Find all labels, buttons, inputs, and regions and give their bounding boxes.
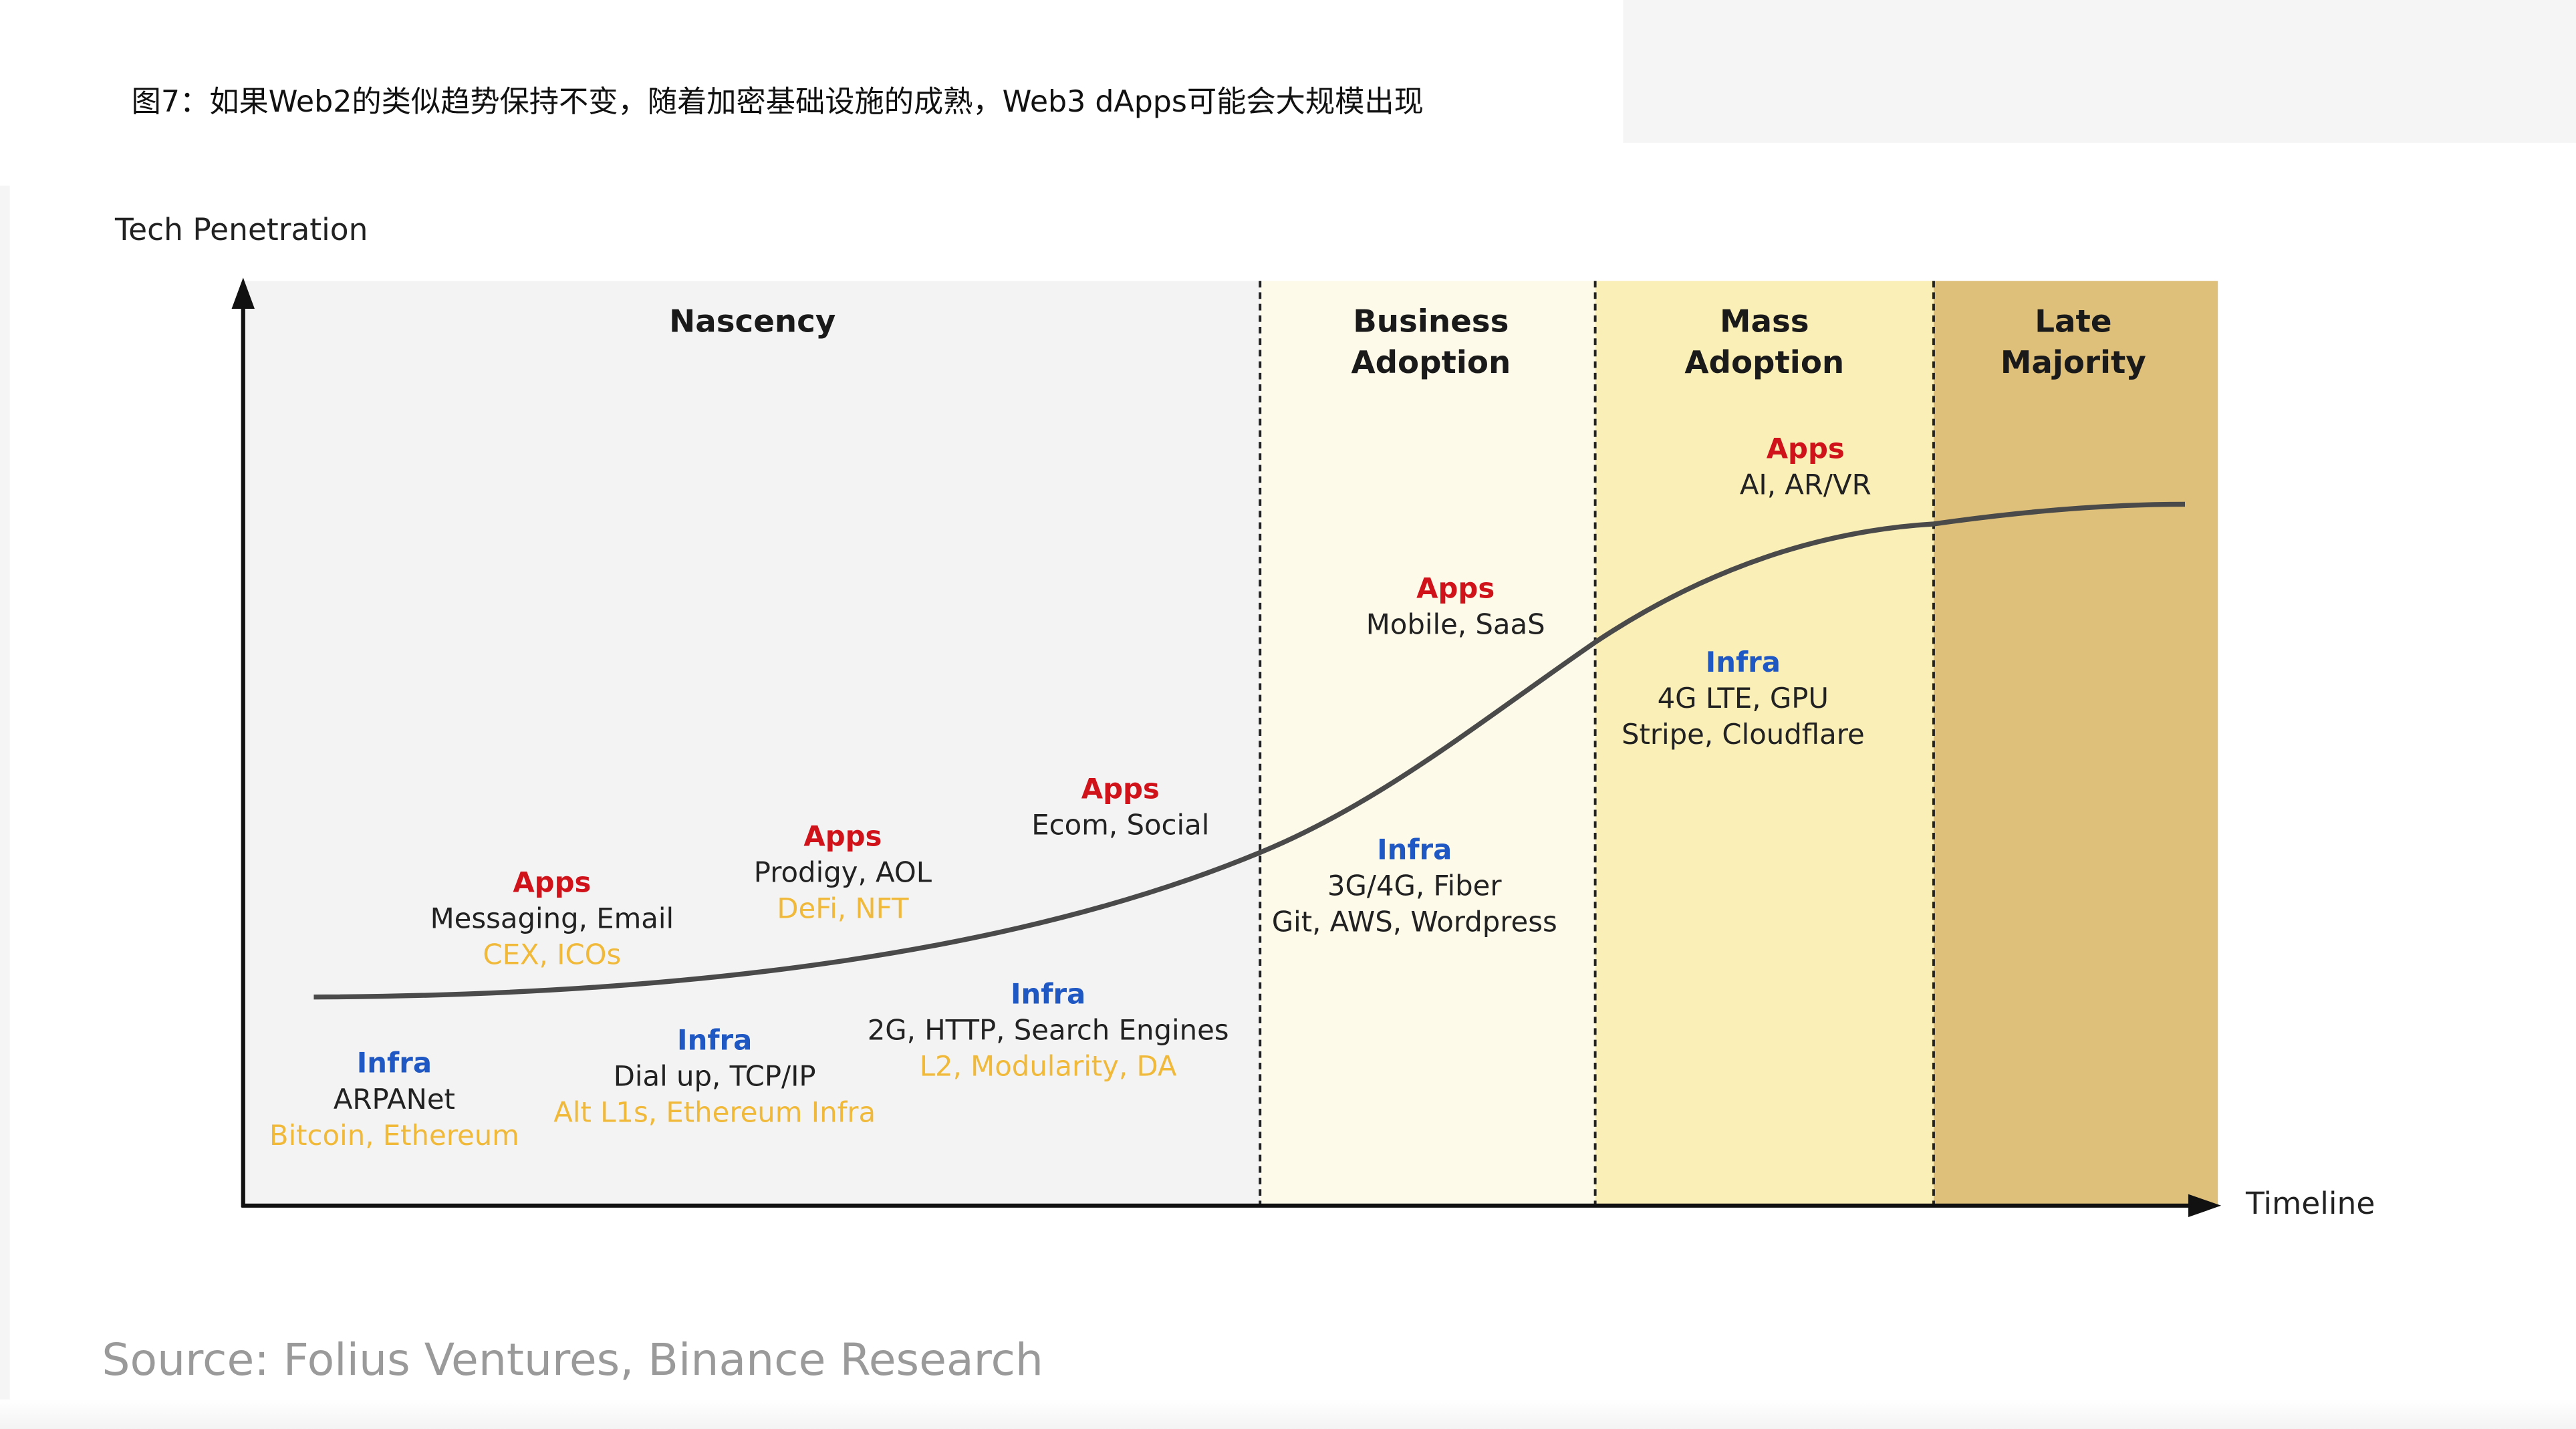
phase-title-business-adoption: Business Adoption (1351, 303, 1511, 382)
web3-examples: Alt L1s, Ethereum Infra (553, 1097, 876, 1130)
infra-heading: Infra (677, 1025, 753, 1058)
bottom-fade (0, 1399, 2576, 1429)
corner-panel (1623, 0, 2576, 143)
web2-examples: Messaging, Email (430, 903, 674, 936)
phase-band-business (1260, 281, 1595, 1206)
phase-band-mass (1595, 281, 1934, 1206)
web2-examples: ARPANet (333, 1083, 455, 1118)
source-note: Source: Folius Ventures, Binance Researc… (102, 1335, 1043, 1387)
web2-examples: 4G LTE, GPU (1657, 683, 1829, 717)
apps-annotation-4: Apps Mobile, SaaS (1366, 571, 1545, 644)
apps-annotation-1: Apps Messaging, Email CEX, ICOs (430, 866, 674, 974)
adoption-curve (313, 501, 2186, 1000)
web2-examples: Dial up, TCP/IP (613, 1061, 816, 1094)
figure-title: 图7：如果Web2的类似趋势保持不变，随着加密基础设施的成熟，Web3 dApp… (131, 85, 1424, 120)
phase-title-nascency: Nascency (669, 303, 836, 340)
phase-title-mass-adoption: Mass Adoption (1684, 303, 1845, 382)
y-axis-arrow (231, 277, 255, 309)
phase-band-late (1933, 281, 2218, 1206)
web2-examples: Mobile, SaaS (1366, 609, 1545, 642)
infra-annotation-1: Infra ARPANet Bitcoin, Ethereum (269, 1046, 519, 1154)
web3-examples: CEX, ICOs (483, 939, 622, 972)
web2-examples: 3G/4G, Fiber (1327, 870, 1502, 904)
web3-examples: DeFi, NFT (777, 893, 909, 927)
y-axis-label: Tech Penetration (115, 213, 368, 249)
infra-annotation-5: Infra 4G LTE, GPU Stripe, Cloudflare (1622, 646, 1865, 754)
infra-heading: Infra (1705, 647, 1781, 680)
web2-examples: Stripe, Cloudflare (1621, 719, 1865, 753)
phase-band-nascency (245, 281, 1261, 1206)
apps-annotation-3: Apps Ecom, Social (1031, 772, 1209, 844)
web3-examples: Bitcoin, Ethereum (269, 1120, 519, 1154)
infra-annotation-3: Infra 2G, HTTP, Search Engines L2, Modul… (868, 977, 1229, 1085)
x-axis-arrow (2188, 1194, 2222, 1218)
apps-heading: Apps (1766, 433, 1845, 467)
apps-heading: Apps (513, 867, 592, 900)
web2-examples: 2G, HTTP, Search Engines (867, 1015, 1229, 1048)
apps-annotation-5: Apps AI, AR/VR (1740, 432, 1872, 504)
apps-heading: Apps (1416, 573, 1495, 606)
web2-examples: Prodigy, AOL (753, 857, 932, 890)
phase-title-late-majority: Late Majority (2000, 303, 2146, 382)
web3-examples: L2, Modularity, DA (919, 1051, 1177, 1084)
x-axis-label: Timeline (2245, 1187, 2375, 1222)
infra-annotation-4: Infra 3G/4G, Fiber Git, AWS, Wordpress (1272, 833, 1557, 941)
web2-examples: Git, AWS, Wordpress (1271, 906, 1557, 940)
web2-examples: Ecom, Social (1031, 809, 1210, 843)
apps-heading: Apps (803, 821, 882, 854)
infra-heading: Infra (1010, 979, 1086, 1012)
infra-heading: Infra (1377, 834, 1452, 868)
infra-annotation-2: Infra Dial up, TCP/IP Alt L1s, Ethereum … (553, 1023, 876, 1132)
infra-heading: Infra (356, 1047, 432, 1081)
apps-heading: Apps (1081, 773, 1160, 807)
web2-examples: AI, AR/VR (1739, 469, 1872, 503)
left-edge-strip (0, 185, 10, 1429)
apps-annotation-2: Apps Prodigy, AOL DeFi, NFT (754, 819, 932, 928)
